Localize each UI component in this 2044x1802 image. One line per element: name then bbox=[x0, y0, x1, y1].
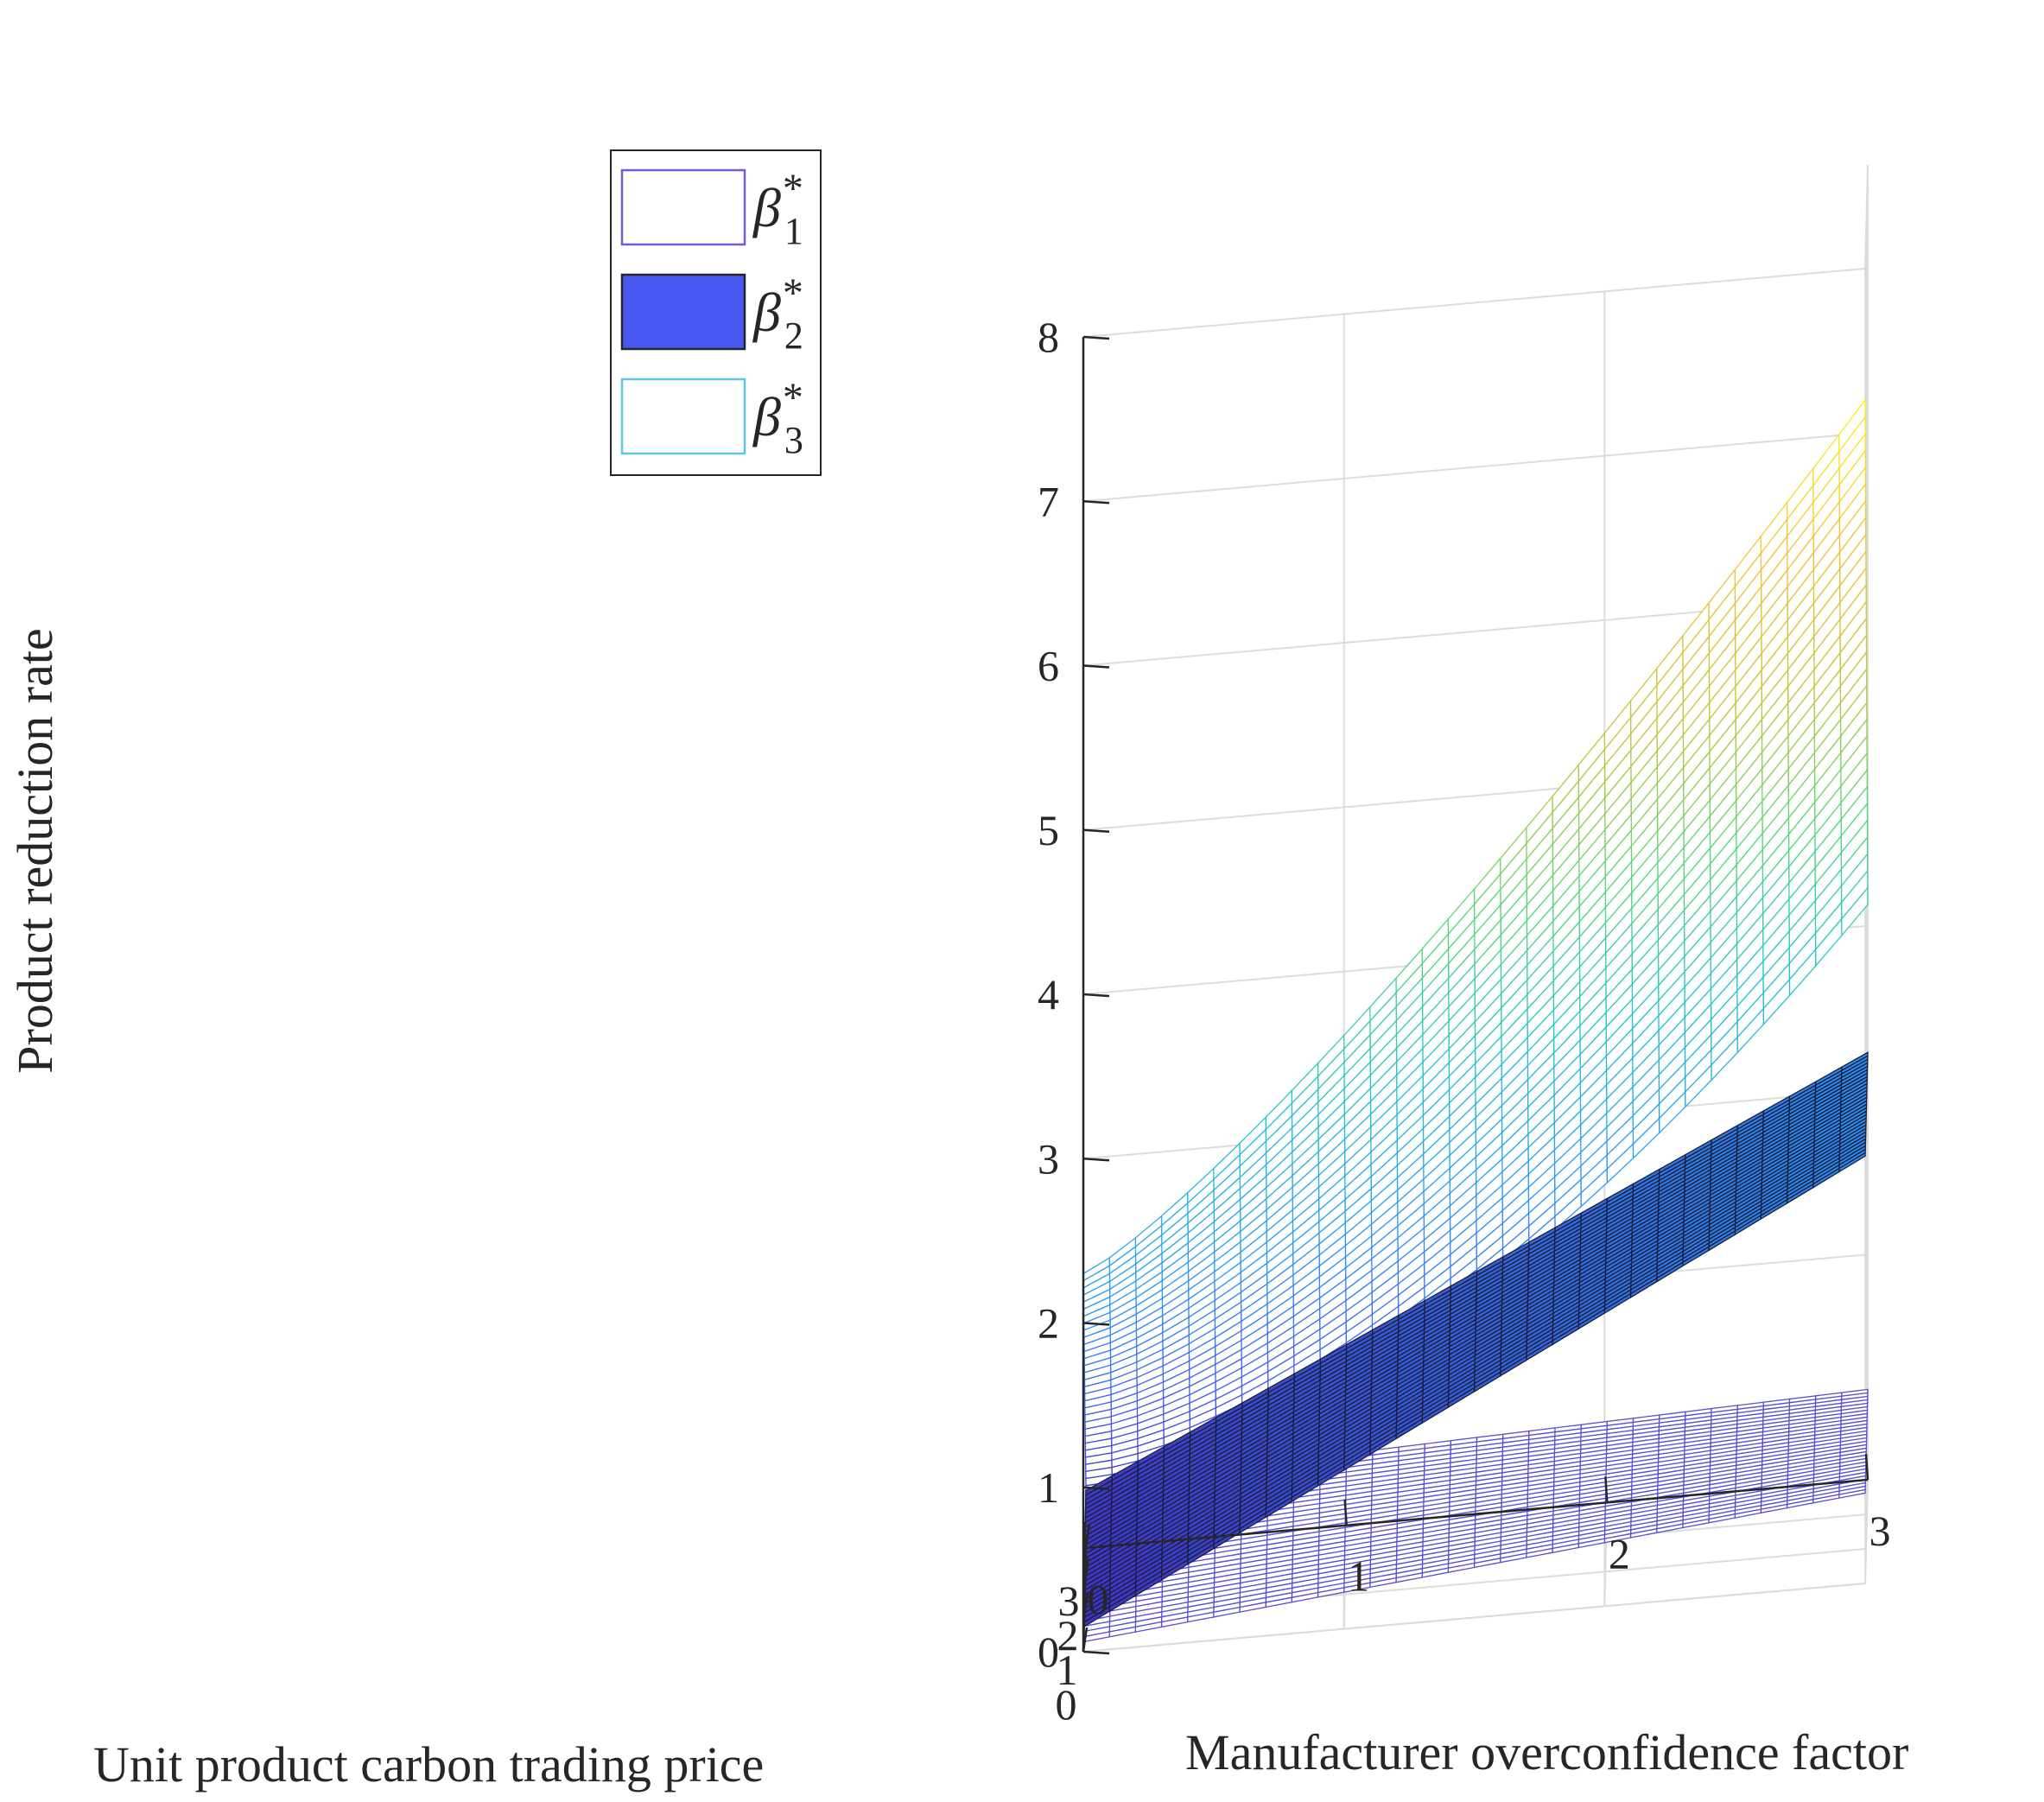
y-tick-mark bbox=[1864, 1453, 1869, 1481]
z-tick-label: 2 bbox=[1038, 1299, 1059, 1348]
y-tick-mark bbox=[1082, 1521, 1088, 1549]
z-tick-mark bbox=[1082, 1158, 1110, 1162]
x-tick-label: 1 bbox=[1057, 1646, 1078, 1694]
y-axis-line bbox=[1085, 1478, 1869, 1550]
legend-swatch-beta1 bbox=[620, 168, 746, 246]
x-tick-mark bbox=[1082, 1592, 1089, 1618]
z-tick-label: 7 bbox=[1038, 477, 1059, 525]
x-tick-mark bbox=[1082, 1627, 1089, 1653]
z-tick-mark bbox=[1082, 335, 1110, 340]
z-tick-mark bbox=[1082, 1650, 1110, 1655]
z-tick-label: 3 bbox=[1038, 1134, 1059, 1183]
legend-label-beta1: β* 1 bbox=[752, 166, 803, 252]
x-tick-mark bbox=[1083, 1558, 1090, 1583]
surfaces bbox=[1082, 398, 1869, 1643]
legend-swatch-beta3 bbox=[620, 378, 746, 455]
grid-line-floor-x bbox=[1082, 1583, 1866, 1653]
y-tick-label: 3 bbox=[1869, 1507, 1891, 1555]
y-tick-labels: 0 1 2 3 bbox=[1082, 1453, 1891, 1623]
z-tick-mark bbox=[1082, 664, 1110, 669]
y-tick-label: 2 bbox=[1609, 1529, 1630, 1577]
x-axis-line bbox=[1082, 1547, 1088, 1653]
y-tick-mark bbox=[1604, 1476, 1609, 1503]
x-tick-label: 2 bbox=[1057, 1611, 1079, 1659]
z-tick-mark bbox=[1082, 1322, 1110, 1326]
z-tick-label: 6 bbox=[1038, 642, 1059, 690]
y-tick-label: 0 bbox=[1088, 1575, 1109, 1623]
surface-2 bbox=[1082, 1051, 1869, 1628]
surface-3 bbox=[1082, 398, 1869, 1487]
z-axis-title: Product reduction rate bbox=[7, 628, 63, 1073]
legend-label-beta2: β* 2 bbox=[752, 270, 803, 357]
y-tick-mark bbox=[1343, 1499, 1348, 1526]
z-tick-mark bbox=[1082, 500, 1110, 504]
x-tick-label: 3 bbox=[1058, 1577, 1080, 1625]
z-tick-mark bbox=[1082, 993, 1110, 998]
surface-2-cell bbox=[1085, 1475, 1113, 1496]
legend: β* 1 β* 2 β* 3 bbox=[610, 149, 822, 476]
x-axis-title: Unit product carbon trading price bbox=[93, 1736, 764, 1792]
z-tick-label: 1 bbox=[1038, 1463, 1059, 1512]
y-axis-title: Manufacturer overconfidence factor bbox=[1185, 1724, 1908, 1780]
x-tick-label: 0 bbox=[1056, 1680, 1077, 1729]
z-tick-mark bbox=[1082, 1486, 1110, 1490]
z-tick-label: 0 bbox=[1038, 1628, 1059, 1676]
z-tick-mark bbox=[1082, 828, 1110, 833]
y-tick-label: 1 bbox=[1348, 1552, 1369, 1601]
z-tick-label: 5 bbox=[1038, 806, 1059, 854]
legend-swatch-beta2 bbox=[620, 273, 746, 351]
z-tick-label: 4 bbox=[1038, 970, 1059, 1018]
legend-label-beta3: β* 3 bbox=[752, 375, 803, 461]
z-tick-label: 8 bbox=[1038, 313, 1059, 361]
